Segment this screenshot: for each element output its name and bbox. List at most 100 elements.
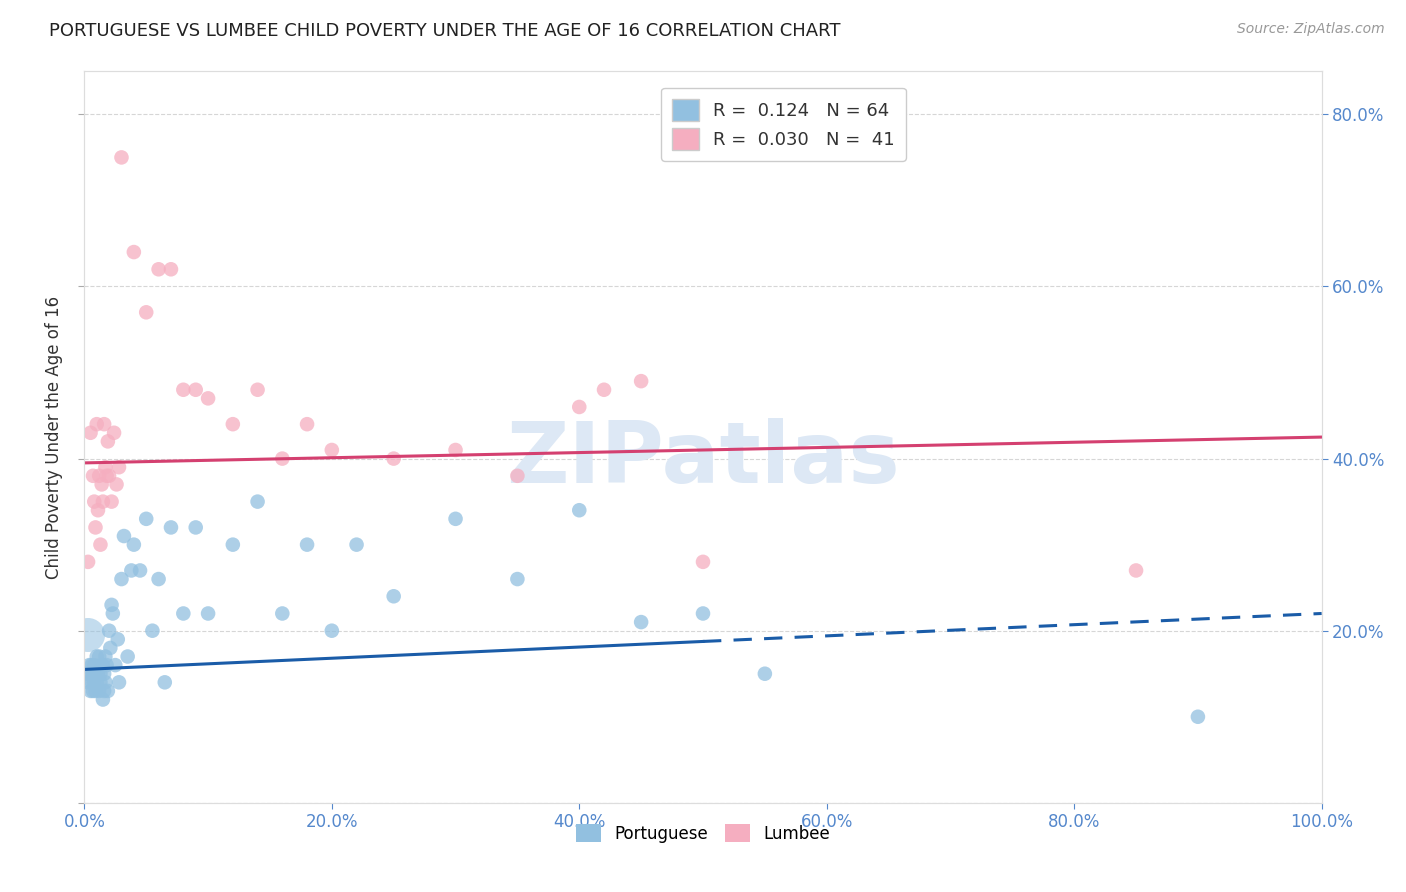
Point: [122, 245, 145, 260]
Point: [98, 468, 121, 483]
Point: [83, 658, 105, 673]
Point: [692, 555, 714, 569]
Point: [98, 640, 121, 655]
Point: [110, 572, 132, 586]
Point: [630, 615, 652, 629]
Point: [89, 675, 111, 690]
Point: [100, 494, 122, 508]
Y-axis label: Child Poverty Under the Age of 16: Child Poverty Under the Age of 16: [45, 295, 63, 579]
Point: [84, 684, 107, 698]
Point: [79, 658, 101, 673]
Point: [86, 675, 108, 690]
Point: [89, 649, 111, 664]
Point: [97, 684, 120, 698]
Point: [93, 666, 115, 681]
Point: [1125, 564, 1147, 578]
Point: [80, 658, 103, 673]
Point: [148, 262, 170, 277]
Point: [77, 675, 100, 690]
Point: [321, 442, 343, 457]
Point: [692, 607, 714, 621]
Point: [754, 666, 776, 681]
Text: Source: ZipAtlas.com: Source: ZipAtlas.com: [1237, 22, 1385, 37]
Point: [108, 460, 131, 475]
Point: [295, 538, 318, 552]
Point: [89, 666, 111, 681]
Point: [110, 150, 132, 164]
Point: [160, 520, 183, 534]
Point: [197, 392, 219, 406]
Point: [444, 512, 467, 526]
Point: [90, 658, 112, 673]
Point: [321, 624, 343, 638]
Point: [105, 477, 128, 491]
Point: [568, 503, 591, 517]
Point: [122, 538, 145, 552]
Point: [83, 494, 105, 508]
Point: [246, 383, 269, 397]
Point: [101, 607, 124, 621]
Point: [84, 520, 107, 534]
Point: [593, 383, 616, 397]
Point: [184, 520, 207, 534]
Point: [141, 624, 163, 638]
Point: [100, 598, 122, 612]
Point: [129, 564, 152, 578]
Point: [91, 692, 114, 706]
Point: [295, 417, 318, 432]
Point: [107, 632, 129, 647]
Point: [148, 572, 170, 586]
Point: [184, 383, 207, 397]
Point: [89, 538, 111, 552]
Point: [96, 658, 118, 673]
Point: [172, 383, 194, 397]
Point: [382, 451, 405, 466]
Point: [82, 666, 104, 681]
Point: [79, 666, 101, 681]
Point: [91, 494, 114, 508]
Point: [97, 434, 120, 449]
Point: [94, 649, 117, 664]
Point: [80, 675, 103, 690]
Point: [86, 417, 108, 432]
Point: [84, 666, 107, 681]
Point: [77, 555, 100, 569]
Point: [153, 675, 176, 690]
Point: [160, 262, 183, 277]
Point: [90, 477, 112, 491]
Point: [271, 607, 294, 621]
Point: [86, 649, 108, 664]
Point: [98, 624, 121, 638]
Point: [93, 417, 115, 432]
Point: [135, 512, 157, 526]
Text: ZIPatlas: ZIPatlas: [506, 417, 900, 500]
Point: [630, 374, 652, 388]
Point: [96, 468, 118, 483]
Point: [172, 607, 194, 621]
Point: [89, 468, 111, 483]
Point: [94, 460, 117, 475]
Point: [506, 572, 529, 586]
Point: [117, 649, 139, 664]
Point: [82, 468, 104, 483]
Point: [103, 425, 125, 440]
Point: [87, 503, 110, 517]
Point: [87, 666, 110, 681]
Point: [568, 400, 591, 414]
Point: [79, 425, 101, 440]
Point: [506, 468, 529, 483]
Point: [222, 417, 245, 432]
Point: [91, 658, 114, 673]
Point: [120, 564, 142, 578]
Point: [271, 451, 294, 466]
Point: [94, 675, 117, 690]
Point: [346, 538, 368, 552]
Point: [79, 684, 101, 698]
Point: [93, 684, 115, 698]
Point: [197, 607, 219, 621]
Point: [83, 675, 105, 690]
Point: [104, 658, 127, 673]
Point: [444, 442, 467, 457]
Text: PORTUGUESE VS LUMBEE CHILD POVERTY UNDER THE AGE OF 16 CORRELATION CHART: PORTUGUESE VS LUMBEE CHILD POVERTY UNDER…: [49, 22, 841, 40]
Point: [108, 675, 131, 690]
